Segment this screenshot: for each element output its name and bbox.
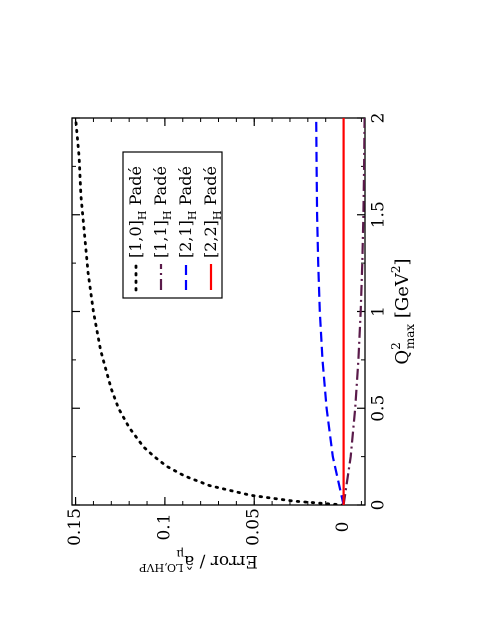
series-line-1	[74, 118, 346, 505]
y-tick-label: 0.15	[65, 508, 85, 546]
x-tick-label: 0.5	[369, 395, 389, 422]
series-line-3	[315, 118, 345, 505]
legend-label: [1,0]H Padé	[126, 166, 149, 258]
x-axis-label: Q2max [GeV2]	[389, 258, 417, 364]
y-axis-label: Error / âμ LO,HVP	[139, 548, 258, 575]
legend-label: [1,1]H Padé	[151, 166, 174, 258]
y-tick-label: 0.05	[244, 508, 264, 546]
x-tick-label: 1.5	[369, 201, 389, 228]
x-tick-label: 0	[369, 500, 389, 511]
plot-root: 0 0.5 1 1.5 2 0 0.05 0.1 0.15 Q2max [GeV2] Error /…	[65, 113, 416, 575]
legend-label: [2,2]H Padé	[201, 166, 224, 258]
legend-box	[122, 151, 223, 299]
x-tick-label: 2	[369, 113, 389, 124]
series-line-2	[342, 118, 365, 505]
x-tick-label: 1	[369, 306, 389, 317]
legend-label: [2,1]H Padé	[176, 166, 199, 258]
y-tick-label: 0	[333, 522, 353, 533]
y-tick-label: 0.1	[154, 513, 174, 540]
